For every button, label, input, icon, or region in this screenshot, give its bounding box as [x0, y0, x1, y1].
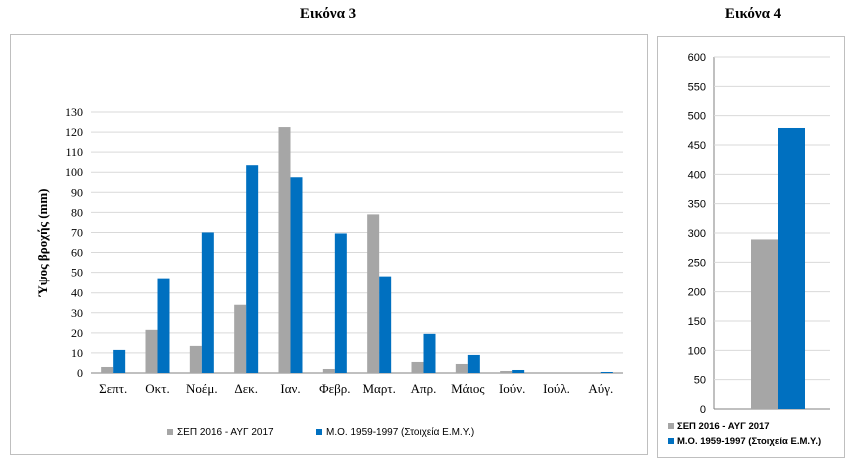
bar-sep2016-6 — [367, 214, 380, 373]
y-tick-label: 60 — [71, 246, 83, 260]
bar-sep2016-0 — [101, 366, 114, 373]
legend-label: Μ.Ο. 1959-1997 (Στοιχεία Ε.Μ.Υ.) — [677, 436, 821, 447]
x-tick-label: Μάιος — [451, 381, 485, 396]
chart-3-title: Εικόνα 3 — [299, 6, 357, 22]
bar-avg-8 — [467, 354, 480, 373]
chart-4-svg: 0 50 100 150 200 250 300 350 400 450 500 550 600 ΣΕΠ … — [668, 52, 830, 447]
legend-label: ΣΕΠ 2016 - ΑΥΓ 2017 — [677, 421, 770, 432]
bar-sep2016-total — [751, 239, 778, 409]
y-tick-label: 600 — [688, 52, 706, 64]
x-tick-label: Ιούν. — [499, 381, 525, 396]
x-tick-label: Σεπτ. — [99, 381, 127, 396]
y-tick-label: 400 — [688, 169, 706, 181]
y-tick-label: 70 — [71, 225, 83, 239]
x-tick-label: Ιούλ. — [543, 381, 570, 396]
y-tick-label: 100 — [688, 345, 706, 357]
y-tick-label: 40 — [71, 286, 83, 300]
bar-avg-total — [778, 127, 805, 409]
legend-swatch — [668, 423, 674, 429]
x-tick-label: Δεκ. — [234, 381, 258, 396]
x-tick-label: Φεβρ. — [319, 381, 350, 396]
y-tick-label: 500 — [688, 111, 706, 123]
y-tick-label: 20 — [71, 326, 83, 340]
y-tick-label: 110 — [65, 145, 83, 159]
y-tick-label: 80 — [71, 205, 83, 219]
y-tick-label: 250 — [688, 257, 706, 269]
bar-sep2016-8 — [455, 363, 468, 373]
bar-avg-2 — [201, 232, 214, 373]
y-tick-label: 120 — [65, 125, 83, 139]
bar-avg-11 — [600, 371, 613, 373]
y-tick-label: 0 — [700, 404, 706, 416]
bar-avg-0 — [113, 349, 126, 373]
y-tick-label: 90 — [71, 185, 83, 199]
x-tick-label: Αύγ. — [588, 381, 613, 396]
chart-4-frame: 0 50 100 150 200 250 300 350 400 450 500 550 600 ΣΕΠ … — [657, 36, 845, 458]
legend-swatch — [668, 438, 674, 444]
bar-sep2016-7 — [411, 361, 424, 373]
y-tick-label: 10 — [71, 346, 83, 360]
bar-avg-6 — [379, 276, 392, 373]
bar-sep2016-3 — [234, 304, 247, 373]
legend-swatch — [316, 429, 322, 435]
bar-sep2016-2 — [189, 345, 202, 373]
y-tick-label: 50 — [71, 266, 83, 280]
bar-sep2016-9 — [500, 370, 513, 373]
legend-swatch — [167, 429, 173, 435]
chart-4-title: Εικόνα 4 — [724, 6, 782, 22]
x-tick-label: Νοέμ. — [186, 381, 218, 396]
y-tick-label: 300 — [688, 228, 706, 240]
y-tick-label: 350 — [688, 199, 706, 211]
legend-label: ΣΕΠ 2016 - ΑΥΓ 2017 — [177, 427, 274, 438]
y-tick-label: 450 — [688, 140, 706, 152]
bar-avg-5 — [334, 233, 347, 373]
x-tick-label: Ιαν. — [280, 381, 300, 396]
bar-sep2016-1 — [145, 329, 158, 373]
bar-sep2016-5 — [322, 368, 335, 373]
x-tick-label: Οκτ. — [145, 381, 169, 396]
y-tick-label: 130 — [65, 105, 83, 119]
legend-label: Μ.Ο. 1959-1997 (Στοιχεία Ε.Μ.Υ.) — [326, 426, 474, 438]
y-tick-label: 30 — [71, 306, 83, 320]
y-tick-label: 200 — [688, 287, 706, 299]
y-axis-label: Ύψος βροχής (mm) — [35, 188, 50, 297]
bar-avg-1 — [157, 278, 170, 373]
bar-avg-4 — [290, 177, 303, 373]
bar-avg-7 — [423, 333, 436, 373]
y-tick-label: 0 — [77, 366, 83, 380]
chart-3-frame: 0 10 20 30 40 50 60 70 80 90 100 110 120 130 Σεπτ. Οκτ.… — [10, 34, 648, 455]
chart-3-svg: 0 10 20 30 40 50 60 70 80 90 100 110 120 130 Σεπτ. Οκτ.… — [35, 105, 623, 438]
x-tick-label: Μαρτ. — [362, 381, 395, 396]
y-tick-label: 100 — [65, 165, 83, 179]
bar-avg-3 — [246, 165, 259, 373]
bar-sep2016-4 — [278, 127, 291, 373]
y-tick-label: 150 — [688, 316, 706, 328]
bar-avg-9 — [512, 369, 525, 373]
x-tick-label: Απρ. — [411, 381, 437, 396]
y-tick-label: 50 — [694, 375, 706, 387]
y-tick-label: 550 — [688, 81, 706, 93]
